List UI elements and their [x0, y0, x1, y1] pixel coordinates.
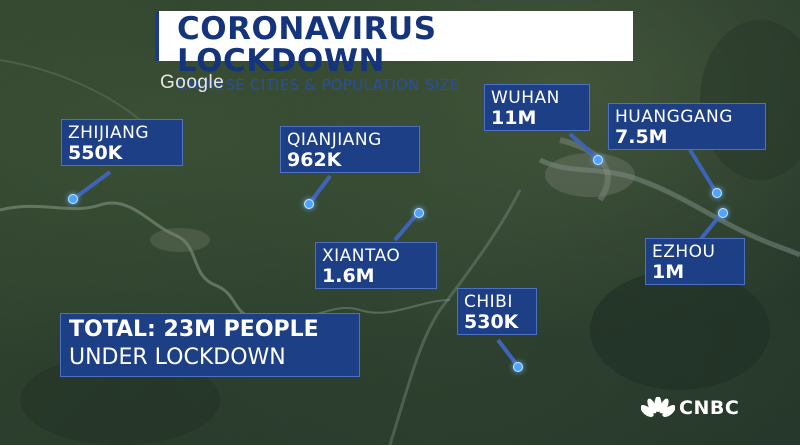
marker-wuhan[interactable] [593, 155, 603, 165]
city-population: 1.6M [322, 265, 375, 287]
marker-xiantao[interactable] [414, 208, 424, 218]
city-population: 550K [68, 142, 123, 164]
page-subtitle: CHINESE CITIES & POPULATION SIZE [177, 76, 460, 94]
city-label-zhijiang: ZHIJIANG 550K [61, 119, 183, 166]
peacock-icon [641, 397, 675, 417]
total-subline: UNDER LOCKDOWN [69, 345, 286, 370]
city-name: EZHOU [652, 242, 716, 262]
total-headline: TOTAL: 23M PEOPLE [69, 317, 319, 342]
city-name: QIANJIANG [287, 130, 382, 150]
city-name: HUANGGANG [615, 107, 733, 127]
city-name: WUHAN [491, 88, 560, 108]
city-label-chibi: CHIBI 530K [457, 288, 537, 335]
marker-huanggang[interactable] [712, 188, 722, 198]
city-name: XIANTAO [322, 246, 401, 266]
city-population: 11M [491, 107, 537, 129]
city-population: 530K [464, 311, 519, 333]
city-label-wuhan: WUHAN 11M [484, 84, 590, 131]
lockdown-total-box: TOTAL: 23M PEOPLE UNDER LOCKDOWN [60, 313, 360, 377]
city-label-huanggang: HUANGGANG 7.5M [608, 103, 766, 150]
city-label-xiantao: XIANTAO 1.6M [315, 242, 437, 289]
marker-chibi[interactable] [513, 362, 523, 372]
city-population: 7.5M [615, 126, 668, 148]
marker-zhijiang[interactable] [68, 194, 78, 204]
city-name: ZHIJIANG [68, 123, 149, 143]
city-population: 962K [287, 149, 342, 171]
broadcaster-name: CNBC [679, 397, 740, 419]
map-attribution: Google [160, 72, 225, 93]
marker-qianjiang[interactable] [304, 199, 314, 209]
city-name: CHIBI [464, 292, 513, 312]
broadcaster-logo: CNBC [641, 397, 739, 419]
page-title: CORONAVIRUS LOCKDOWN [177, 11, 437, 79]
city-label-ezhou: EZHOU 1M [645, 238, 745, 285]
city-label-qianjiang: QIANJIANG 962K [280, 126, 420, 173]
marker-ezhou[interactable] [718, 208, 728, 218]
city-population: 1M [652, 261, 685, 283]
title-banner: CORONAVIRUS LOCKDOWN CHINESE CITIES & PO… [155, 11, 633, 93]
